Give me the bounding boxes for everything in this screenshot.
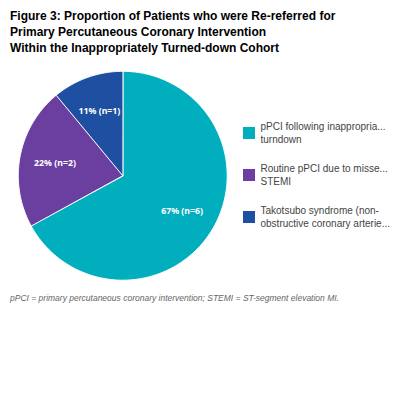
html-text:Routine pPCI due to misse... S: Routine pPCI due to misse... STEMI bbox=[260, 162, 388, 187]
html-text:Figure 3: Proportion of Patien: Figure 3: Proportion of Patients who wer… bbox=[10, 9, 336, 56]
html-text:pPCI = primary percutaneous co: pPCI = primary percutaneous coronary int… bbox=[10, 293, 339, 304]
html-text:pPCI following inappropria...: pPCI following inappropria... turndown bbox=[260, 120, 386, 145]
html-text:Takotsubo syndrome (non- obstr: Takotsubo syndrome (non- obstructive cor… bbox=[260, 204, 390, 229]
svg-text:11% (n=1): 11% (n=1) bbox=[78, 104, 120, 116]
svg-text:22% (n=2): 22% (n=2) bbox=[34, 156, 76, 168]
svg-text:67% (n=6): 67% (n=6) bbox=[161, 204, 203, 216]
